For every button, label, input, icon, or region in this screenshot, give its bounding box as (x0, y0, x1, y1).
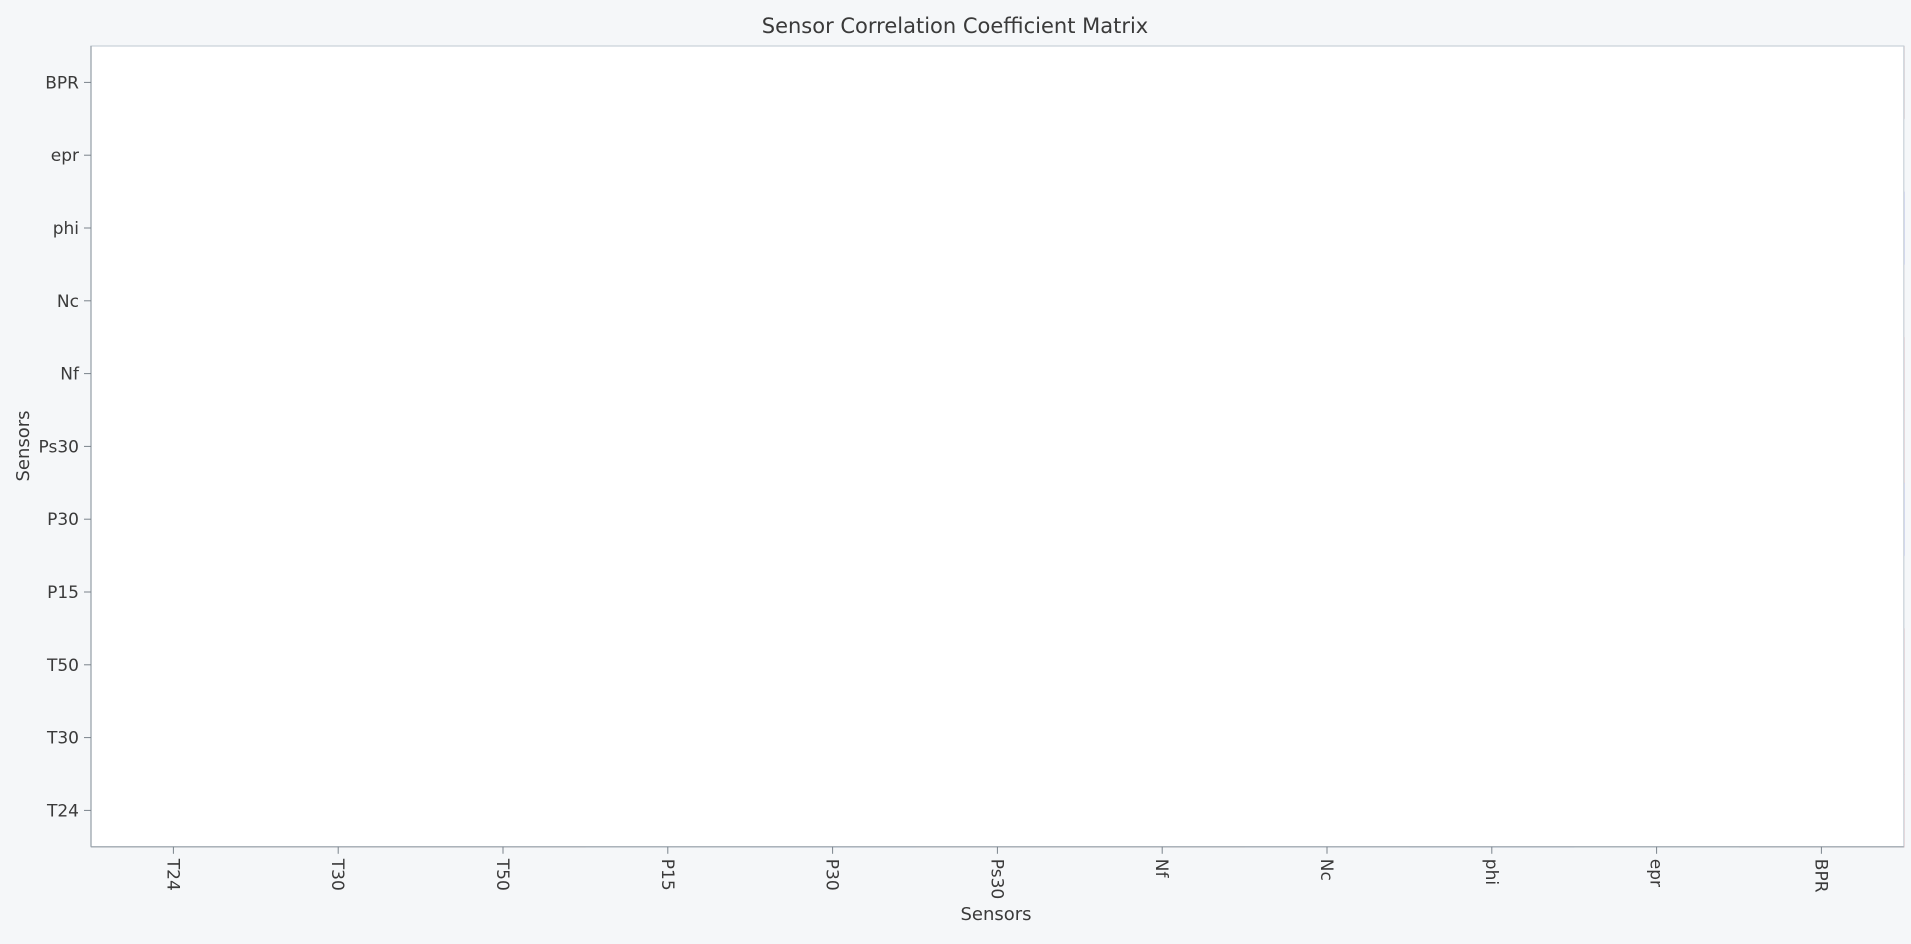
y-tick-label: T50 (46, 656, 79, 676)
x-tick-label: T24 (162, 858, 182, 891)
axes-layer: BPR epr phi Nc Nf Ps30 P30 P15 T50 T30 T24 T24 T30 T5… (39, 45, 1905, 899)
x-tick-label: phi (1481, 859, 1501, 885)
x-tick-label: Nc (1316, 859, 1336, 881)
plot-area (91, 46, 1904, 847)
x-axis-label: Sensors (960, 904, 1031, 925)
y-tick-label: BPR (45, 73, 79, 93)
y-tick-label: P30 (47, 510, 79, 530)
x-tick-label: T50 (492, 858, 512, 891)
y-tick-label: T24 (46, 801, 79, 821)
y-tick-label: Nc (57, 292, 79, 312)
x-tick-label: P15 (657, 859, 677, 891)
y-tick-label: epr (51, 146, 79, 166)
y-tick-label: phi (53, 219, 79, 239)
x-tick-label: BPR (1810, 859, 1830, 893)
y-tick-label: P15 (47, 583, 79, 603)
y-tick-label: Ps30 (39, 437, 79, 457)
y-tick-label: T30 (46, 729, 79, 749)
x-tick-label: T30 (327, 858, 347, 891)
x-tick-label: Ps30 (986, 859, 1006, 899)
x-tick-label: P30 (822, 859, 842, 891)
y-tick-label: Nf (60, 365, 80, 385)
chart-title: Sensor Correlation Coefficient Matrix (762, 14, 1149, 38)
x-tick-label: epr (1646, 859, 1666, 887)
x-tick-label: Nf (1151, 859, 1171, 879)
y-axis-label: Sensors (13, 410, 34, 481)
